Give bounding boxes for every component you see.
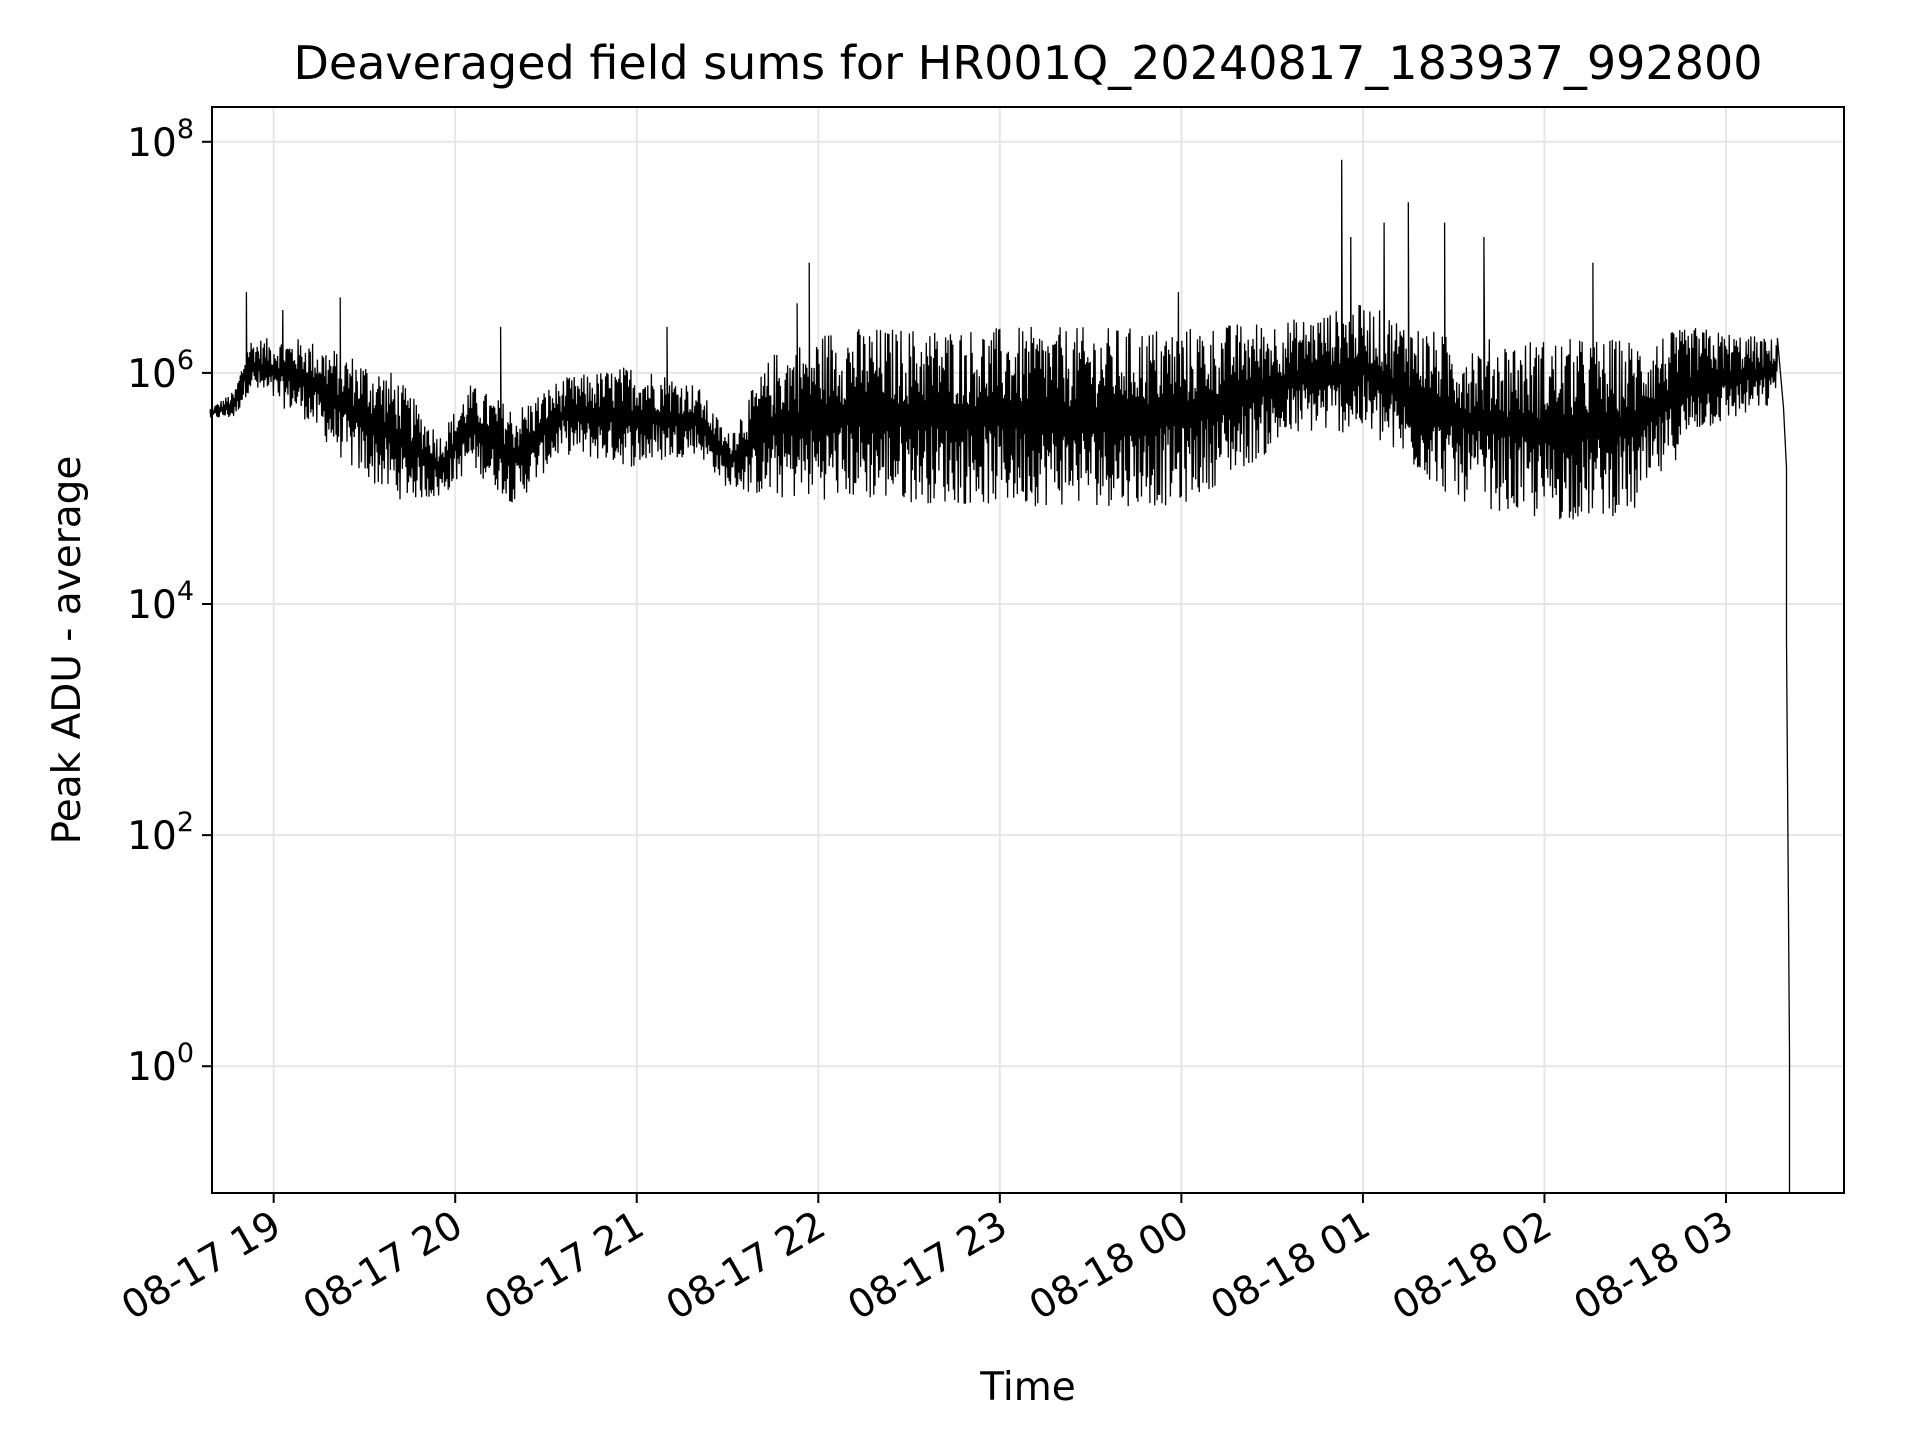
y-axis-label: Peak ADU - average <box>45 456 90 845</box>
y-tick-base: 10 <box>127 121 177 166</box>
y-tick-label: 100 <box>127 1038 194 1090</box>
y-tick-exponent: 8 <box>177 114 194 145</box>
y-tick-base: 10 <box>127 1045 177 1090</box>
y-tick-label: 104 <box>127 576 194 628</box>
y-tick-exponent: 6 <box>177 345 194 376</box>
y-tick-base: 10 <box>127 352 177 397</box>
y-tick-exponent: 0 <box>177 1038 194 1069</box>
y-tick-label: 108 <box>127 114 194 166</box>
y-tick-base: 10 <box>127 583 177 628</box>
y-tick-exponent: 4 <box>177 576 194 607</box>
y-tick-exponent: 2 <box>177 807 194 838</box>
y-tick-base: 10 <box>127 814 177 859</box>
grid-lines <box>212 107 1844 1193</box>
series-path <box>209 159 1791 1193</box>
y-tick-label: 106 <box>127 345 194 397</box>
chart-title: Deaveraged field sums for HR001Q_2024081… <box>293 36 1762 90</box>
x-axis-label: Time <box>979 1365 1075 1410</box>
plot-frame <box>211 106 1845 1194</box>
y-tick-label: 102 <box>127 807 194 859</box>
series-line <box>209 159 1791 1193</box>
